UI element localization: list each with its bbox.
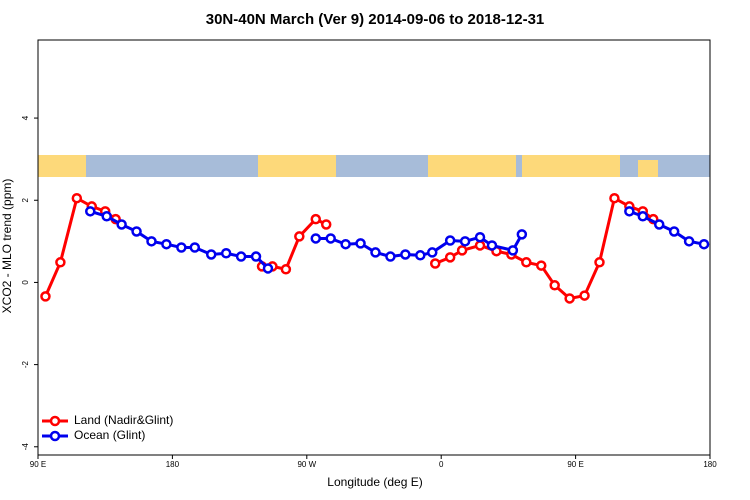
- data-point: [355, 238, 366, 249]
- data-point: [400, 249, 411, 260]
- x-tick-label: 90 E: [30, 460, 46, 469]
- data-point: [55, 257, 66, 268]
- data-point: [40, 291, 51, 302]
- data-point: [280, 264, 292, 275]
- data-point: [456, 245, 468, 256]
- data-point: [486, 240, 498, 251]
- data-point: [101, 211, 112, 222]
- data-point: [161, 238, 172, 250]
- data-point: [637, 211, 649, 222]
- data-point: [415, 250, 426, 261]
- data-point: [146, 236, 157, 247]
- data-point: [429, 258, 441, 269]
- data-point: [385, 251, 396, 262]
- data-point: [474, 240, 486, 251]
- data-point: [653, 219, 665, 230]
- series-line: [89, 209, 705, 270]
- data-point: [325, 233, 336, 244]
- legend-marker: [49, 430, 61, 442]
- x-tick-label: 90 E: [567, 460, 583, 469]
- data-point: [516, 229, 528, 240]
- data-point: [668, 226, 680, 237]
- y-tick-label: 2: [21, 197, 30, 202]
- series-line: [44, 195, 655, 301]
- x-axis-label: Longitude (deg E): [327, 475, 422, 489]
- data-point: [624, 206, 635, 217]
- data-point: [71, 192, 83, 204]
- data-point: [698, 238, 710, 250]
- data-point: [426, 247, 438, 258]
- data-point: [205, 249, 217, 260]
- data-point: [131, 226, 142, 237]
- data-point: [444, 252, 456, 263]
- data-point: [85, 206, 96, 217]
- legend-label: Ocean (Glint): [74, 428, 145, 442]
- map-strip: [38, 155, 710, 177]
- y-tick-label: -4: [21, 443, 30, 451]
- data-point: [594, 257, 605, 268]
- data-point: [549, 280, 560, 291]
- data-point: [220, 248, 232, 259]
- y-tick-label: 4: [21, 115, 30, 120]
- data-point: [609, 192, 620, 204]
- x-tick-label: 90 W: [297, 460, 316, 469]
- chart-title: 30N-40N March (Ver 9) 2014-09-06 to 2018…: [206, 11, 545, 28]
- data-point: [579, 290, 590, 301]
- data-point: [250, 251, 262, 262]
- data-point: [320, 219, 332, 230]
- y-tick-label: 0: [21, 280, 30, 285]
- legend-label: Land (Nadir&Glint): [74, 413, 173, 427]
- x-tick-label: 0: [439, 460, 444, 469]
- y-tick-label: -2: [21, 361, 30, 369]
- data-point: [459, 236, 471, 247]
- x-tick-label: 180: [703, 460, 717, 469]
- data-point: [310, 213, 322, 225]
- plot-frame: [37, 39, 711, 456]
- data-point: [444, 235, 456, 246]
- data-point: [116, 219, 127, 230]
- data-point: [310, 233, 322, 244]
- x-tick-label: 180: [166, 460, 180, 469]
- data-point: [176, 242, 187, 253]
- y-axis-label: XCO2 - MLO trend (ppm): [0, 179, 14, 314]
- data-point: [294, 231, 305, 242]
- data-point: [521, 257, 532, 268]
- data-point: [370, 247, 381, 258]
- data-point: [507, 245, 519, 256]
- data-point: [235, 251, 247, 262]
- data-point: [536, 260, 547, 271]
- data-point: [262, 263, 274, 274]
- data-point: [564, 293, 575, 304]
- legend-marker: [49, 415, 61, 427]
- data-point: [189, 242, 201, 253]
- data-point: [340, 238, 351, 250]
- data-point: [474, 231, 486, 243]
- data-point: [683, 236, 695, 247]
